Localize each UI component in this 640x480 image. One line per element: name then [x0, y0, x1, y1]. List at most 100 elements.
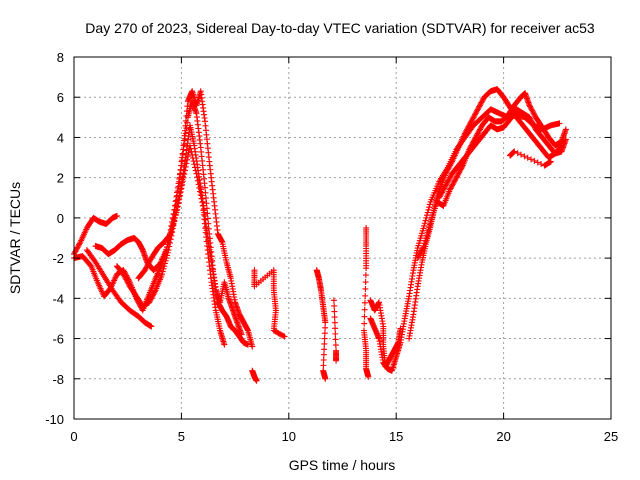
data-point	[529, 107, 536, 114]
data-point	[192, 164, 199, 171]
data-point	[531, 111, 538, 118]
data-point	[151, 288, 158, 295]
data-point	[466, 121, 473, 128]
y-tick-label: -6	[52, 332, 64, 347]
data-point	[146, 257, 153, 264]
data-point	[113, 212, 120, 219]
data-point	[448, 184, 455, 191]
y-tick-label: -10	[45, 412, 64, 427]
data-point	[527, 117, 534, 124]
data-point	[446, 176, 453, 183]
data-point	[361, 320, 368, 327]
data-point	[414, 255, 421, 262]
data-point	[476, 127, 483, 134]
data-point	[332, 336, 339, 343]
data-point	[454, 171, 461, 178]
plot-frame	[73, 56, 612, 420]
data-point	[476, 126, 483, 133]
data-point	[159, 271, 166, 278]
data-point	[174, 206, 181, 213]
data-point	[441, 185, 448, 192]
data-point	[439, 189, 446, 196]
data-point	[531, 123, 538, 130]
data-point	[461, 130, 468, 137]
data-point	[161, 260, 168, 267]
data-point	[196, 184, 203, 191]
data-point	[121, 273, 128, 280]
data-point	[477, 100, 484, 107]
data-point	[529, 108, 536, 115]
data-point	[424, 229, 431, 236]
data-point	[562, 126, 569, 133]
data-point	[527, 104, 534, 111]
data-point	[521, 153, 528, 160]
data-point	[426, 224, 433, 231]
data-point	[74, 244, 81, 251]
data-point	[526, 114, 533, 121]
data-point	[421, 222, 428, 229]
data-point	[121, 272, 128, 279]
x-axis-title: GPS time / hours	[289, 457, 396, 473]
data-point	[423, 212, 430, 219]
data-point	[238, 331, 245, 338]
data-point	[176, 192, 183, 199]
data-point	[169, 225, 176, 232]
x-tick-label: 5	[178, 429, 185, 444]
data-point	[538, 161, 545, 168]
data-point	[443, 169, 450, 176]
data-point	[159, 268, 166, 275]
data-point	[547, 158, 554, 165]
data-point	[425, 226, 432, 233]
data-point	[361, 299, 368, 306]
data-point	[442, 170, 449, 177]
data-point	[187, 145, 194, 152]
data-point	[124, 279, 131, 286]
data-point	[471, 111, 478, 118]
data-point	[455, 170, 462, 177]
data-point	[122, 275, 129, 282]
data-point	[454, 173, 461, 180]
data-point	[474, 107, 481, 114]
data-point	[166, 243, 173, 250]
data-point	[123, 277, 130, 284]
data-point	[464, 126, 471, 133]
data-point	[511, 148, 518, 155]
data-point	[192, 167, 199, 174]
data-point	[194, 174, 201, 181]
data-point	[444, 166, 451, 173]
data-point	[529, 121, 536, 128]
data-point	[330, 297, 337, 304]
data-point	[148, 323, 155, 330]
data-point	[444, 180, 451, 187]
data-point	[439, 188, 446, 195]
data-point	[448, 159, 455, 166]
data-point	[183, 160, 190, 167]
data-point	[462, 129, 469, 136]
data-point	[528, 106, 535, 113]
data-point	[332, 330, 339, 337]
data-point	[440, 186, 447, 193]
data-point	[179, 181, 186, 188]
data-point	[444, 167, 451, 174]
grid	[74, 57, 611, 419]
x-tick-label: 20	[496, 429, 510, 444]
data-point	[331, 302, 338, 309]
data-point	[146, 298, 153, 305]
data-point	[320, 357, 327, 364]
data-point	[467, 119, 474, 126]
data-point	[361, 313, 368, 320]
data-point	[176, 196, 183, 203]
data-point	[73, 245, 80, 252]
data-point	[281, 333, 288, 340]
data-point	[418, 247, 425, 254]
data-point	[458, 165, 465, 172]
data-point	[249, 343, 256, 350]
data-point	[456, 167, 463, 174]
y-axis-title: SDTVAR / TECUs	[7, 182, 23, 294]
x-tick-label: 0	[70, 429, 77, 444]
data-point	[362, 285, 369, 292]
data-point	[441, 184, 448, 191]
data-point	[471, 135, 478, 142]
data-point	[479, 98, 486, 105]
data-point	[416, 251, 423, 258]
